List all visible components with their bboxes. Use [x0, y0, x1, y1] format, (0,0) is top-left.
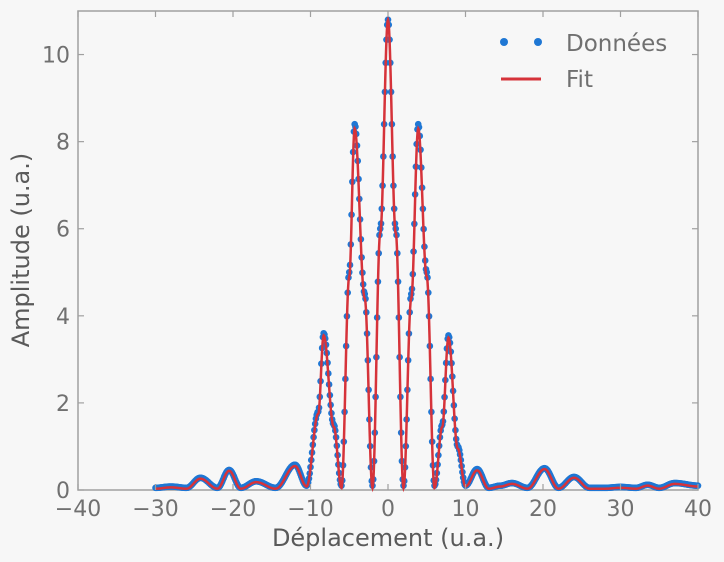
x-tick-label: −40: [55, 497, 101, 522]
y-tick-label: 2: [56, 392, 70, 417]
y-axis-label: Amplitude (u.a.): [7, 153, 35, 348]
x-tick-label: 30: [607, 497, 635, 522]
x-tick-label: 0: [381, 497, 395, 522]
legend: Données Fit: [500, 31, 667, 93]
x-tick-label: 40: [684, 497, 712, 522]
legend-label-donnees: Données: [566, 31, 667, 57]
x-axis-label: Déplacement (u.a.): [272, 524, 504, 552]
x-tick-label: 10: [452, 497, 480, 522]
legend-marker-donnees-2: [534, 38, 542, 46]
y-tick-label: 8: [56, 131, 70, 156]
legend-label-fit: Fit: [566, 67, 593, 93]
x-tick-label: 20: [529, 497, 557, 522]
y-tick-label: 4: [56, 305, 70, 330]
y-tick-label: 10: [42, 44, 70, 69]
plot-area: [77, 10, 699, 491]
x-tick-label: −10: [287, 497, 333, 522]
y-tick-label: 6: [56, 218, 70, 243]
series-fit-line: [155, 15, 699, 493]
ticks-layer: −40 −30 −20 −10 0 10 20 30 40 0 2 4 6 8 10: [42, 11, 712, 522]
legend-marker-donnees: [500, 38, 508, 46]
x-tick-label: −20: [210, 497, 256, 522]
series-layer: [152, 15, 702, 493]
y-tick-label: 0: [56, 479, 70, 504]
x-tick-label: −30: [132, 497, 178, 522]
